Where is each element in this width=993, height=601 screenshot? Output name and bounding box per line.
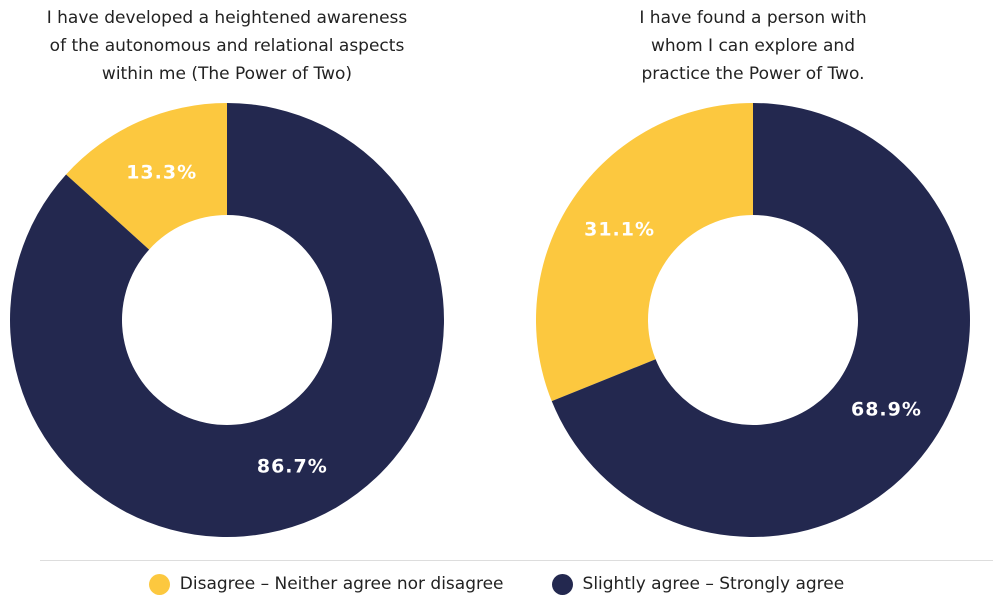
legend-divider	[40, 560, 993, 561]
data-label-right-agree: 68.9%	[851, 399, 922, 421]
data-label-left-disagree: 13.3%	[126, 161, 197, 183]
legend-swatch-disagree	[148, 573, 170, 595]
slice-right-agree	[551, 103, 970, 537]
legend-label-agree: Slightly agree – Strongly agree	[582, 574, 845, 594]
slice-left-disagree	[66, 103, 227, 250]
legend-label-disagree: Disagree – Neither agree nor disagree	[179, 574, 504, 594]
data-label-right-disagree: 31.1%	[584, 218, 655, 240]
data-label-left-agree: 86.7%	[257, 456, 328, 478]
chart-title-right: I have found a person with whom I can ex…	[639, 8, 867, 84]
slice-left-agree	[9, 103, 445, 537]
chart-title-left: I have developed a heightened awareness …	[46, 8, 408, 84]
legend-item-agree: Slightly agree – Strongly agree	[551, 573, 845, 595]
legend-item-disagree: Disagree – Neither agree nor disagree	[148, 573, 504, 595]
legend-swatch-agree	[551, 573, 573, 595]
legend: Disagree – Neither agree nor disagree Sl…	[0, 569, 993, 599]
slice-right-disagree	[536, 103, 753, 402]
